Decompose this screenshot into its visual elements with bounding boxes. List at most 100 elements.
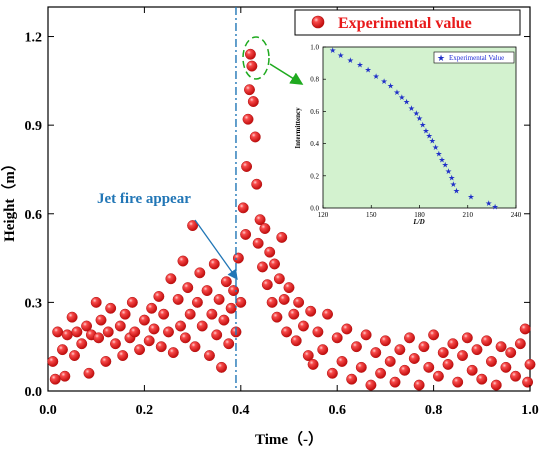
data-point <box>370 347 382 359</box>
inset-data-point: ★ <box>398 93 405 102</box>
y-axis-title: Height（m） <box>0 156 18 242</box>
inset-legend-label: Experimental Value <box>449 54 504 62</box>
data-point <box>153 291 165 302</box>
data-point <box>211 329 223 341</box>
data-point <box>242 113 254 125</box>
data-point <box>102 326 114 338</box>
data-point <box>194 267 206 279</box>
data-point <box>394 344 406 356</box>
inset-chart: 120 150 180 210 240 0.00.20.40.60.81.0 ★★★★★… <box>294 44 522 227</box>
inset-data-point: ★ <box>438 156 445 165</box>
data-point <box>213 293 225 305</box>
data-point <box>175 320 187 332</box>
data-point <box>466 364 478 376</box>
data-point <box>457 350 468 362</box>
data-point <box>510 370 521 382</box>
data-point <box>206 308 218 320</box>
data-point <box>447 338 459 350</box>
inset-legend-box <box>433 51 515 64</box>
data-point <box>187 220 199 232</box>
data-point <box>129 326 141 338</box>
data-point <box>522 376 534 388</box>
inset-data-point: ★ <box>419 120 426 129</box>
data-point <box>273 273 285 285</box>
data-point <box>346 373 358 385</box>
data-point <box>288 308 300 320</box>
data-point <box>322 308 334 320</box>
data-point <box>59 370 71 382</box>
data-point <box>228 285 240 297</box>
data-point <box>481 335 493 347</box>
data-point <box>117 350 129 362</box>
data-point <box>146 302 158 314</box>
data-point <box>305 305 317 317</box>
data-point <box>126 296 138 308</box>
x-tick-label: 0.4 <box>232 403 250 418</box>
data-point <box>201 285 213 297</box>
data-point <box>220 276 232 288</box>
data-point <box>302 350 314 362</box>
data-point <box>399 364 411 376</box>
inset-y-tick-label: 0.4 <box>310 140 319 148</box>
data-point <box>49 373 61 385</box>
inset-data-point: ★ <box>445 167 452 176</box>
data-point <box>177 255 189 267</box>
data-point <box>105 302 117 314</box>
x-axis-title: Time（-） <box>255 430 323 448</box>
data-point <box>191 296 203 308</box>
inset-data-point: ★ <box>356 61 363 70</box>
data-point <box>404 332 415 344</box>
data-point <box>375 367 387 379</box>
main-points-layer <box>47 48 536 391</box>
data-point <box>331 332 343 344</box>
data-point <box>225 302 237 314</box>
inset-data-point: ★ <box>429 136 436 145</box>
data-point <box>81 320 93 332</box>
data-point <box>307 358 319 370</box>
data-point <box>452 376 464 388</box>
data-point <box>259 223 271 234</box>
inset-data-point: ★ <box>448 173 455 182</box>
y-tick-label: 0.6 <box>25 208 43 223</box>
data-point <box>379 335 391 347</box>
data-point <box>172 293 184 305</box>
inset-y-title: Intermittency <box>294 107 302 149</box>
data-point <box>119 308 131 320</box>
y-tick-label: 0.0 <box>25 385 43 400</box>
inset-x-tick-label: 210 <box>463 211 474 219</box>
data-point <box>360 329 372 341</box>
data-point <box>500 361 512 373</box>
inset-legend-marker: ★ <box>437 54 445 64</box>
data-point <box>216 361 227 373</box>
data-point <box>83 367 95 379</box>
data-point <box>312 326 324 338</box>
data-point <box>264 246 276 258</box>
inset-x-ticks: 120 150 180 210 240 <box>318 205 522 219</box>
data-point <box>278 293 290 305</box>
data-point <box>365 379 377 391</box>
data-point <box>69 350 80 362</box>
data-point <box>100 356 112 367</box>
data-point <box>66 311 78 323</box>
inset-y-tick-label: 0.0 <box>310 205 319 213</box>
data-point <box>408 353 420 364</box>
data-point <box>317 344 329 356</box>
peak-highlight-ellipse <box>242 36 270 80</box>
inset-points-layer: ★★★★★★★★★★★★★★★★★★★★★★★★★★★★ ★ <box>329 46 499 211</box>
inset-x-title: L/D <box>412 218 424 226</box>
inset-data-point: ★ <box>381 77 388 86</box>
inset-data-point: ★ <box>329 46 336 55</box>
y-tick-label: 1.2 <box>25 31 43 46</box>
data-point <box>261 279 273 291</box>
jet-fire-arrow <box>194 219 238 281</box>
data-point <box>266 296 278 308</box>
data-point <box>148 323 160 335</box>
data-point <box>244 84 255 96</box>
inset-x-tick-label: 150 <box>366 211 377 219</box>
y-axis-ticks: 0.0 0.3 0.6 0.9 1.2 <box>25 31 530 400</box>
data-point <box>437 347 449 359</box>
data-point <box>232 252 244 264</box>
data-point <box>110 338 121 350</box>
data-point <box>432 370 444 382</box>
inset-data-point: ★ <box>413 109 420 118</box>
